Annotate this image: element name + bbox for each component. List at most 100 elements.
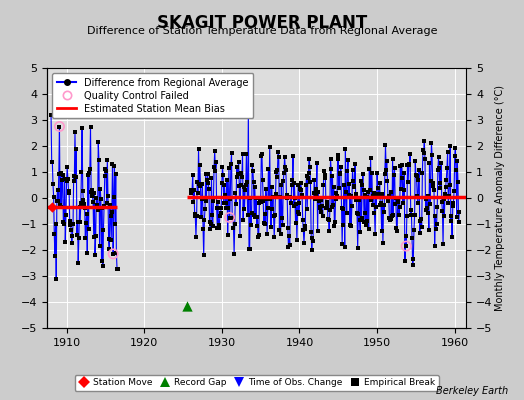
Point <box>241 206 249 212</box>
Point <box>295 200 303 206</box>
Point <box>223 177 231 184</box>
Point <box>348 166 357 173</box>
Point <box>382 166 390 173</box>
Point <box>60 221 68 228</box>
Point <box>422 196 430 202</box>
Point <box>105 246 114 253</box>
Point <box>331 219 339 225</box>
Point <box>427 140 435 146</box>
Point <box>305 156 313 162</box>
Point <box>50 231 59 237</box>
Point <box>269 213 278 219</box>
Point <box>424 227 433 234</box>
Point <box>88 187 96 194</box>
Point <box>322 202 331 209</box>
Point <box>242 151 250 157</box>
Point <box>320 168 328 174</box>
Point <box>376 180 384 186</box>
Point <box>304 170 313 177</box>
Point <box>72 146 81 152</box>
Point <box>217 204 225 211</box>
Point <box>92 195 101 201</box>
Point <box>195 162 204 168</box>
Point <box>344 157 352 164</box>
Point <box>391 195 400 201</box>
Point <box>88 193 96 199</box>
Point <box>431 212 440 219</box>
Point <box>386 217 394 224</box>
Point <box>362 221 370 228</box>
Point <box>55 123 63 130</box>
Point <box>361 210 369 216</box>
Point <box>437 160 445 166</box>
Point <box>358 171 367 178</box>
Point <box>417 216 425 222</box>
Point <box>54 198 62 204</box>
Point <box>85 170 93 176</box>
Point <box>419 147 427 153</box>
Point <box>413 192 421 199</box>
Text: Difference of Station Temperature Data from Regional Average: Difference of Station Temperature Data f… <box>87 26 437 36</box>
Point <box>313 228 322 234</box>
Point <box>205 186 213 192</box>
Point <box>398 175 407 181</box>
Point <box>363 218 372 224</box>
Point <box>74 260 82 266</box>
Point <box>324 216 333 223</box>
Point <box>438 208 446 214</box>
Point <box>436 180 445 186</box>
Point <box>428 152 436 158</box>
Point <box>351 160 359 167</box>
Point <box>96 186 104 192</box>
Point <box>355 197 363 203</box>
Point <box>234 171 242 177</box>
Point <box>226 196 234 202</box>
Point <box>223 232 232 238</box>
Point <box>233 174 242 180</box>
Point <box>196 182 205 189</box>
Point <box>341 244 349 251</box>
Point <box>81 205 89 212</box>
Point <box>270 234 278 240</box>
Point <box>294 182 302 188</box>
Point <box>247 222 255 228</box>
Point <box>93 202 101 208</box>
Point <box>271 191 280 197</box>
Point <box>227 150 236 156</box>
Point <box>279 178 288 184</box>
Point <box>73 232 81 238</box>
Point <box>278 215 286 222</box>
Point <box>281 164 289 170</box>
Point <box>113 265 121 272</box>
Point <box>78 124 86 131</box>
Point <box>441 183 450 190</box>
Point <box>59 172 67 178</box>
Point <box>109 251 117 257</box>
Point <box>429 183 437 189</box>
Point <box>192 234 200 240</box>
Point <box>435 165 443 171</box>
Point <box>339 206 347 212</box>
Point <box>374 190 383 197</box>
Point <box>367 197 376 204</box>
Point <box>333 193 341 200</box>
Point <box>369 190 378 196</box>
Point <box>384 198 392 204</box>
Point <box>283 192 291 198</box>
Point <box>206 226 214 232</box>
Point <box>95 157 103 164</box>
Point <box>86 124 95 131</box>
Point <box>93 207 102 214</box>
Point <box>379 202 388 208</box>
Point <box>286 242 294 248</box>
Point <box>206 220 215 227</box>
Point <box>228 214 236 221</box>
Point <box>200 252 208 258</box>
Point <box>293 209 302 216</box>
Point <box>303 206 311 212</box>
Point <box>342 189 350 196</box>
Point <box>353 210 361 216</box>
Point <box>328 173 336 179</box>
Point <box>354 210 363 217</box>
Point <box>51 220 60 227</box>
